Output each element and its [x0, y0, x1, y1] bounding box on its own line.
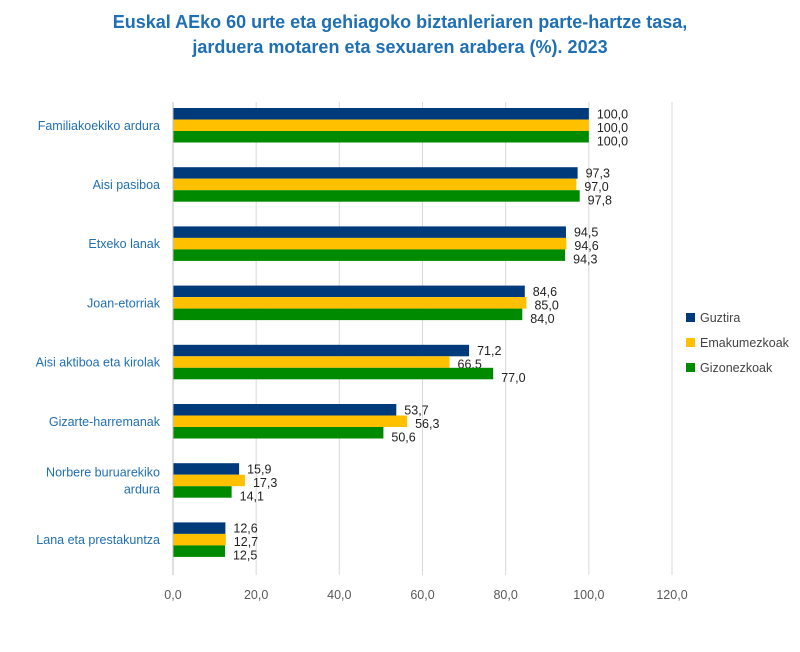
category-label: Gizarte-harremanak [49, 415, 161, 429]
bar-value-label: 97,8 [588, 193, 612, 207]
bar-value-label: 53,7 [404, 403, 428, 417]
bar [173, 119, 589, 131]
bar-value-label: 85,0 [534, 298, 558, 312]
bar-value-label: 94,6 [574, 239, 598, 253]
bar [173, 190, 580, 202]
x-tick-label: 80,0 [493, 588, 517, 602]
x-tick-label: 0,0 [164, 588, 181, 602]
bar-value-label: 12,5 [233, 549, 257, 563]
bar-value-label: 84,6 [533, 285, 557, 299]
bar-value-label: 84,0 [530, 312, 554, 326]
x-tick-label: 120,0 [656, 588, 687, 602]
category-label: ardura [124, 482, 160, 496]
legend-swatch [686, 363, 695, 372]
bar [173, 297, 527, 309]
bar [173, 285, 525, 298]
bar-value-label: 71,2 [477, 344, 501, 358]
bar [173, 474, 245, 487]
legend-label: Gizonezkoak [700, 361, 773, 375]
bar [173, 226, 566, 238]
bar-value-label: 14,1 [240, 489, 264, 503]
bar-value-label: 97,0 [584, 180, 608, 194]
x-tick-label: 20,0 [244, 588, 268, 602]
x-tick-label: 40,0 [327, 588, 351, 602]
category-label: Aisi pasiboa [93, 178, 160, 192]
bar [173, 237, 567, 250]
bar [173, 356, 450, 368]
chart-title-line-2: jarduera motaren eta sexuaren arabera (%… [192, 37, 608, 57]
bar [173, 131, 589, 143]
x-tick-label: 60,0 [410, 588, 434, 602]
bar-value-label: 50,6 [391, 430, 415, 444]
legend-label: Guztira [700, 311, 740, 325]
chart-title: Euskal AEko 60 urte eta gehiagoko biztan… [0, 10, 800, 60]
bar [173, 249, 566, 261]
bar-value-label: 12,7 [234, 535, 258, 549]
bar [173, 404, 397, 416]
bar [173, 308, 523, 321]
bar-value-label: 100,0 [597, 121, 628, 135]
chart-title-line-1: Euskal AEko 60 urte eta gehiagoko biztan… [112, 12, 688, 32]
bar-value-label: 15,9 [247, 462, 271, 476]
bar [173, 367, 494, 380]
bar [173, 427, 384, 439]
bar-value-label: 56,3 [415, 417, 439, 431]
x-tick-label: 100,0 [573, 588, 604, 602]
legend-label: Emakumezkoak [700, 336, 790, 350]
bar [173, 545, 225, 557]
category-label: Norbere buruarekiko [46, 465, 160, 479]
bar [173, 167, 578, 179]
legend-swatch [686, 338, 695, 347]
bar-value-label: 94,3 [573, 253, 597, 267]
bar [173, 486, 232, 498]
category-label: Aisi aktiboa eta kirolak [36, 356, 161, 370]
bar [173, 178, 577, 191]
bar [173, 344, 470, 357]
legend-swatch [686, 313, 695, 322]
bar [173, 463, 240, 475]
bar-value-label: 17,3 [253, 476, 277, 490]
category-label: Familiakoekiko ardura [38, 119, 160, 133]
bar-value-label: 12,6 [233, 522, 257, 536]
bar [173, 533, 226, 546]
bar-value-label: 100,0 [597, 134, 628, 148]
bar [173, 108, 589, 120]
bar-value-label: 100,0 [597, 107, 628, 121]
category-label: Joan-etorriak [87, 296, 161, 310]
bar-value-label: 97,3 [586, 166, 610, 180]
bar [173, 522, 226, 534]
bar-value-label: 77,0 [501, 371, 525, 385]
bar [173, 415, 408, 427]
category-label: Etxeko lanak [88, 237, 160, 251]
category-label: Lana eta prestakuntza [36, 533, 160, 547]
bar-value-label: 94,5 [574, 226, 598, 240]
